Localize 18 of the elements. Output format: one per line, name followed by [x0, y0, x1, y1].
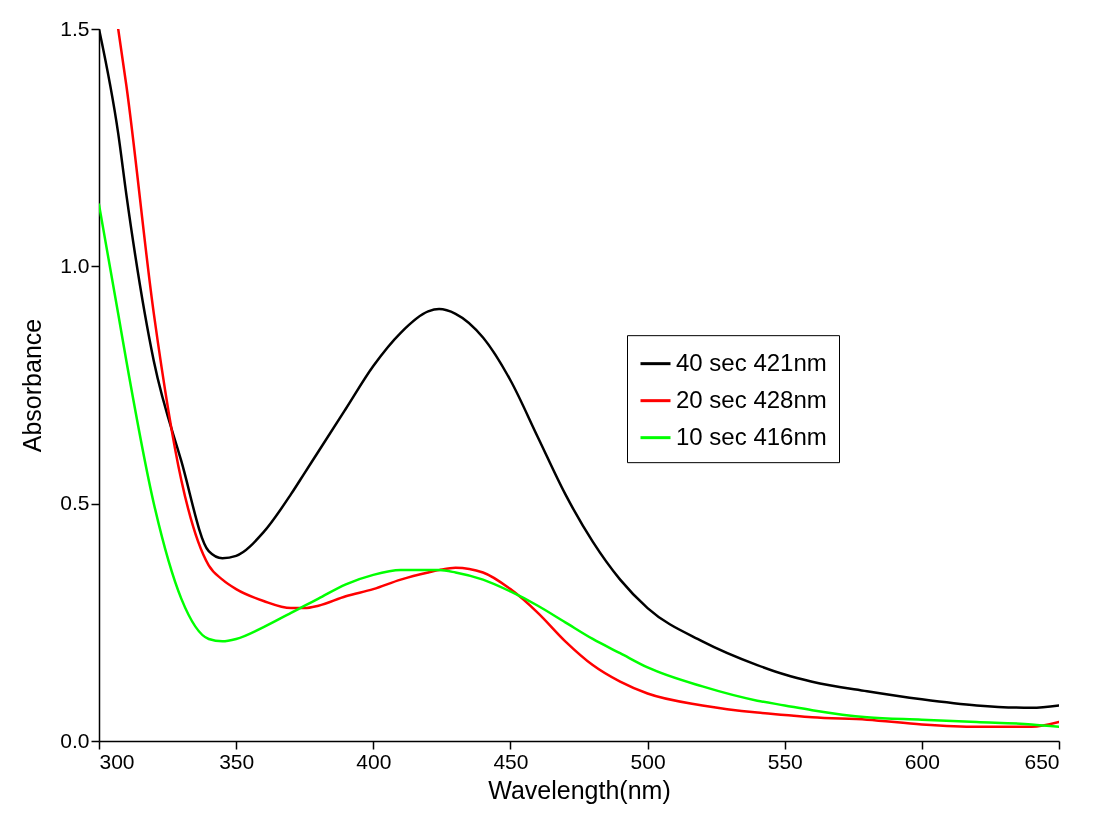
y-tick-label: 0.0: [60, 728, 90, 752]
legend-label: 40 sec 421nm: [676, 348, 827, 376]
x-tick-label: 600: [904, 749, 940, 773]
x-tick-label: 400: [356, 749, 392, 773]
x-axis-title: Wavelength(nm): [488, 775, 671, 804]
y-tick-label: 0.5: [60, 491, 90, 515]
x-tick-label: 450: [493, 749, 529, 773]
y-axis-title: Absorbance: [18, 318, 47, 453]
line-series: [99, 203, 1059, 729]
x-tick-label: 500: [630, 749, 666, 773]
y-tick-label: 1.5: [60, 16, 90, 40]
legend-label: 20 sec 428nm: [676, 385, 827, 413]
y-tick-label: 1.0: [60, 253, 90, 277]
x-tick-label: 550: [767, 749, 803, 773]
x-tick-label: 350: [219, 749, 255, 773]
x-tick-label: 300: [99, 749, 135, 773]
x-tick-label: 650: [1024, 749, 1060, 773]
legend-label: 10 sec 416nm: [676, 422, 827, 450]
